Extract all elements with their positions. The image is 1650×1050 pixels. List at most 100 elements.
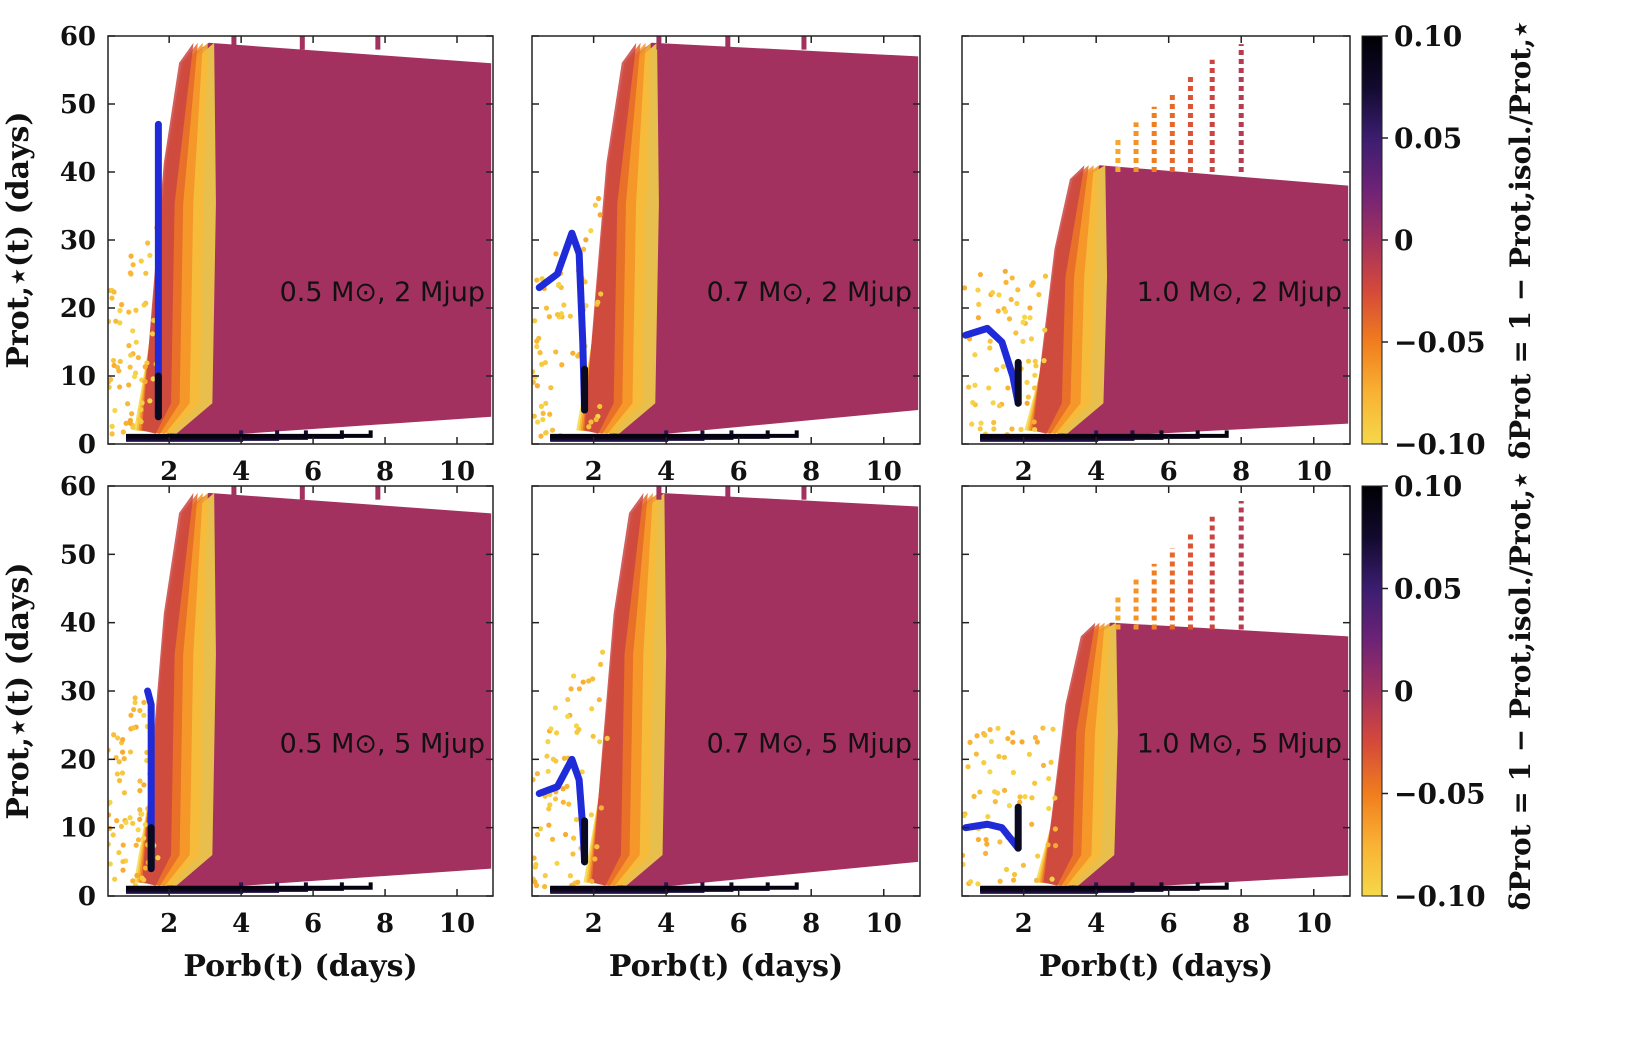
scatter-point: [1020, 862, 1027, 868]
blue-track: [962, 820, 1022, 852]
scatter-point: [560, 786, 566, 792]
plot-area: [962, 44, 1349, 442]
scatter-point: [1026, 751, 1032, 757]
scatter-point: [532, 369, 536, 375]
scatter-point: [135, 837, 142, 843]
scatter-point: [546, 314, 552, 320]
scatter-point: [132, 699, 138, 706]
scatter-point: [1032, 426, 1038, 433]
scatter-point: [141, 712, 147, 718]
transition-band: [1032, 165, 1085, 434]
scatter-point: [539, 361, 545, 367]
y-tick-label: 20: [60, 294, 96, 324]
scatter-point: [595, 299, 601, 305]
scatter-point: [116, 759, 122, 765]
scatter-point: [1025, 394, 1031, 400]
scatter-point: [1040, 725, 1046, 731]
scatter-point: [532, 777, 536, 783]
colorbar-tick-label: −0.10: [1394, 880, 1486, 913]
scatter-point: [1014, 300, 1020, 307]
scatter-point: [588, 228, 594, 234]
scatter-point: [131, 373, 138, 380]
scatter-point: [133, 842, 139, 848]
bottom-track: [550, 882, 799, 890]
scatter-point: [116, 777, 123, 784]
scatter-point: [994, 367, 1000, 373]
scatter-point: [1031, 419, 1037, 425]
scatter-point: [138, 407, 144, 413]
y-tick-label: 30: [60, 677, 96, 707]
scatter-point: [985, 813, 991, 820]
scatter-point: [536, 335, 542, 341]
scatter-point: [543, 305, 550, 311]
scatter-point: [145, 240, 151, 246]
scatter-point: [549, 427, 556, 433]
scatter-point: [1024, 400, 1030, 406]
scatter-point: [139, 811, 145, 817]
scatter-point: [592, 856, 598, 862]
scatter-point: [538, 403, 545, 409]
scatter-point: [554, 311, 561, 318]
scatter-point: [137, 707, 143, 714]
scatter-point: [116, 849, 122, 856]
scatter-point: [532, 879, 538, 885]
colorbar-tick-label: −0.10: [1394, 428, 1486, 461]
scatter-point: [996, 753, 1002, 760]
main-region: [1038, 165, 1349, 439]
scatter-point: [545, 739, 551, 745]
scatter-point: [995, 308, 1001, 314]
scatter-point: [1032, 385, 1038, 391]
panel-1: 2 4 6 8 10 0 10 20 30 40 50 60 0.5 M⊙, 2 Mjup Prot,⋆(…: [1, 22, 494, 487]
scatter-point: [1049, 876, 1055, 882]
scatter-point: [596, 697, 602, 703]
scatter-point: [978, 420, 984, 426]
scatter-point: [142, 364, 148, 370]
scatter-point: [1027, 315, 1033, 321]
scatter-point: [983, 837, 989, 843]
scatter-point: [972, 382, 978, 388]
scatter-point: [1029, 821, 1035, 827]
scatter-point: [141, 782, 147, 788]
scatter-point: [590, 676, 596, 682]
colorbar-tick-label: 0.10: [1394, 20, 1462, 53]
scatter-point: [1005, 385, 1011, 391]
scatter-point: [571, 673, 577, 679]
scatter-point: [1020, 338, 1026, 344]
scatter-point: [1008, 296, 1014, 303]
scatter-point: [992, 799, 998, 805]
scatter-point: [588, 419, 594, 425]
scatter-point: [986, 385, 992, 391]
scatter-point: [967, 739, 973, 746]
scatter-point: [532, 318, 538, 324]
bottom-track: [980, 430, 1229, 438]
panel-annotation: 0.5 M⊙, 2 Mjup: [280, 277, 485, 308]
scatter-point: [962, 861, 966, 867]
scatter-point: [589, 706, 595, 712]
scatter-point: [129, 411, 135, 417]
scatter-point: [1011, 871, 1018, 878]
scatter-point: [1002, 268, 1008, 274]
y-tick-label: 60: [60, 472, 96, 502]
scatter-point: [1003, 866, 1010, 873]
bottom-track: [550, 430, 799, 438]
scatter-point: [982, 850, 989, 856]
scatter-point: [139, 875, 145, 881]
scatter-point: [997, 839, 1003, 845]
transition-band: [591, 492, 644, 886]
x-tick-label: 4: [232, 909, 250, 939]
scatter-point: [110, 357, 117, 364]
x-tick-label: 8: [1232, 909, 1250, 939]
scatter-point: [117, 308, 123, 314]
scatter-point: [534, 771, 540, 777]
scatter-point: [1052, 843, 1059, 849]
scatter-point: [582, 279, 588, 285]
x-tick-label: 10: [1296, 457, 1332, 487]
scatter-point: [991, 426, 997, 432]
scatter-point: [534, 832, 541, 838]
scatter-point: [987, 338, 993, 344]
scatter-point: [552, 705, 559, 711]
y-axis-label: Prot,⋆(t) (days): [1, 562, 36, 819]
scatter-point: [987, 769, 993, 775]
y-tick-label: 50: [60, 90, 96, 120]
scatter-point: [137, 788, 143, 794]
